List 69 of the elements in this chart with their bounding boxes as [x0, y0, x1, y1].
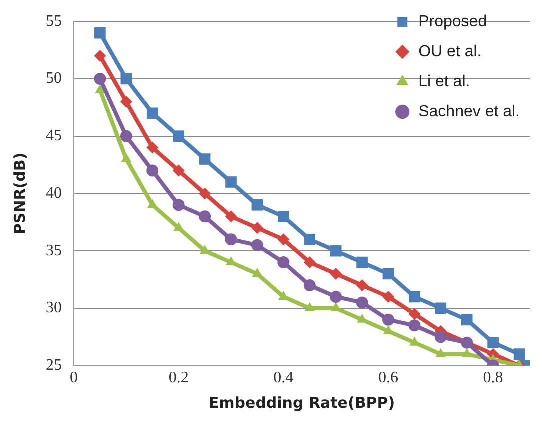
- point: [252, 200, 264, 211]
- x-tick-label: 0.8: [483, 370, 504, 387]
- point: [304, 256, 316, 269]
- y-tick-label: 45: [46, 128, 62, 145]
- point: [147, 199, 158, 208]
- point: [278, 234, 290, 246]
- x-axis-title: Embedding Rate(BPP): [208, 394, 396, 412]
- x-tick-label: 0.6: [378, 370, 398, 387]
- legend-label: Proposed: [418, 13, 488, 30]
- point: [356, 296, 368, 309]
- point: [330, 245, 342, 257]
- point: [199, 188, 212, 200]
- point: [330, 268, 342, 280]
- point: [434, 331, 447, 344]
- point: [199, 210, 212, 223]
- y-tick-label: 55: [46, 12, 62, 30]
- point: [356, 256, 368, 268]
- point: [461, 314, 473, 326]
- point: [514, 348, 526, 360]
- point: [408, 320, 421, 332]
- point: [304, 234, 316, 246]
- point: [382, 290, 394, 303]
- point: [146, 108, 158, 120]
- point: [462, 348, 472, 358]
- point: [120, 73, 132, 85]
- point: [251, 222, 264, 234]
- point: [408, 308, 421, 320]
- y-tick-label: 50: [46, 70, 62, 88]
- point: [304, 279, 316, 292]
- point: [225, 210, 238, 223]
- point: [94, 50, 106, 62]
- point: [382, 268, 394, 280]
- x-tick-label: 0.4: [274, 370, 294, 387]
- point: [382, 314, 394, 326]
- legend-label: Sachnev et al.: [418, 103, 520, 120]
- point: [225, 234, 238, 246]
- y-tick-label: 25: [46, 357, 62, 374]
- point: [173, 130, 184, 142]
- point: [121, 153, 132, 162]
- y-tick-label: 35: [46, 242, 62, 260]
- point: [409, 291, 420, 303]
- point: [94, 72, 106, 85]
- legend-label: OU et al.: [418, 43, 482, 60]
- x-tick-label: 0: [70, 370, 78, 387]
- point: [174, 222, 184, 232]
- point: [146, 142, 159, 154]
- point: [172, 199, 185, 212]
- x-tick-label: 0.2: [168, 370, 189, 387]
- point: [278, 210, 290, 222]
- point: [436, 348, 446, 358]
- y-tick-label: 40: [46, 184, 62, 202]
- point: [146, 164, 159, 177]
- point: [226, 176, 237, 188]
- point: [94, 27, 106, 39]
- point: [120, 130, 132, 142]
- point: [356, 279, 368, 292]
- point: [330, 290, 342, 303]
- point: [435, 302, 447, 314]
- point: [120, 96, 132, 108]
- point: [172, 164, 185, 177]
- point: [488, 337, 499, 349]
- point: [278, 256, 290, 269]
- point: [252, 268, 263, 278]
- point: [199, 154, 211, 165]
- legend-label: Li et al.: [418, 73, 470, 90]
- point: [251, 239, 264, 252]
- y-axis-title: PSNR(dB): [10, 152, 29, 235]
- point: [304, 302, 316, 312]
- y-tick-label: 30: [46, 300, 62, 317]
